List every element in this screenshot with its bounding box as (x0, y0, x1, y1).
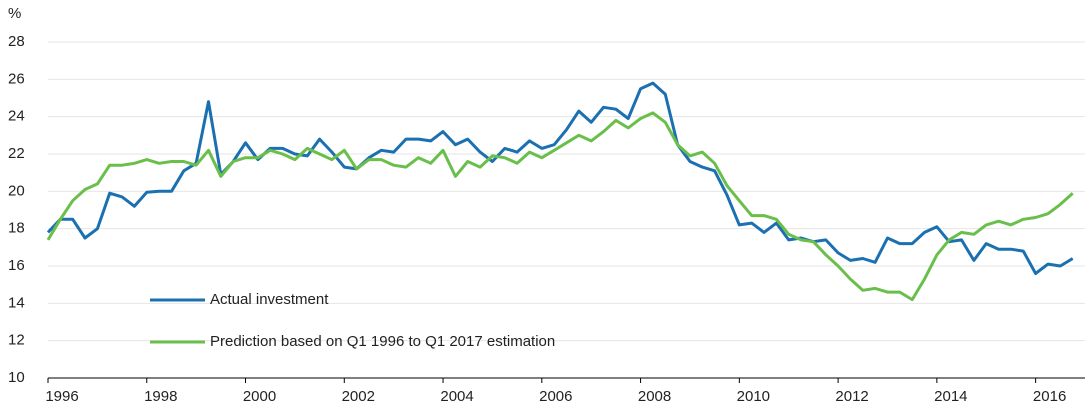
x-tick-label: 2010 (737, 388, 770, 405)
y-tick-label: 18 (8, 220, 25, 237)
x-tick-label: 2000 (243, 388, 276, 405)
y-tick-label: 16 (8, 257, 25, 274)
y-axis-label: % (8, 5, 21, 22)
y-tick-label: 26 (8, 70, 25, 87)
x-tick-label: 1996 (45, 388, 78, 405)
x-tick-label: 2002 (342, 388, 375, 405)
y-tick-label: 20 (8, 182, 25, 199)
legend-label: Prediction based on Q1 1996 to Q1 2017 e… (210, 333, 555, 350)
x-tick-label: 2008 (638, 388, 671, 405)
x-tick-label: 2016 (1033, 388, 1066, 405)
y-tick-label: 14 (8, 294, 25, 311)
y-tick-label: 24 (8, 108, 25, 125)
x-tick-label: 2004 (440, 388, 473, 405)
legend-label: Actual investment (210, 291, 329, 308)
y-tick-label: 12 (8, 332, 25, 349)
line-series (46, 111, 1074, 302)
y-tick-label: 28 (8, 33, 25, 50)
x-tick-label: 2014 (934, 388, 967, 405)
line-series (46, 81, 1074, 275)
x-tick-label: 2006 (539, 388, 572, 405)
y-tick-label: 10 (8, 369, 25, 386)
y-tick-label: 22 (8, 145, 25, 162)
x-tick-label: 2012 (835, 388, 868, 405)
x-tick-label: 1998 (144, 388, 177, 405)
